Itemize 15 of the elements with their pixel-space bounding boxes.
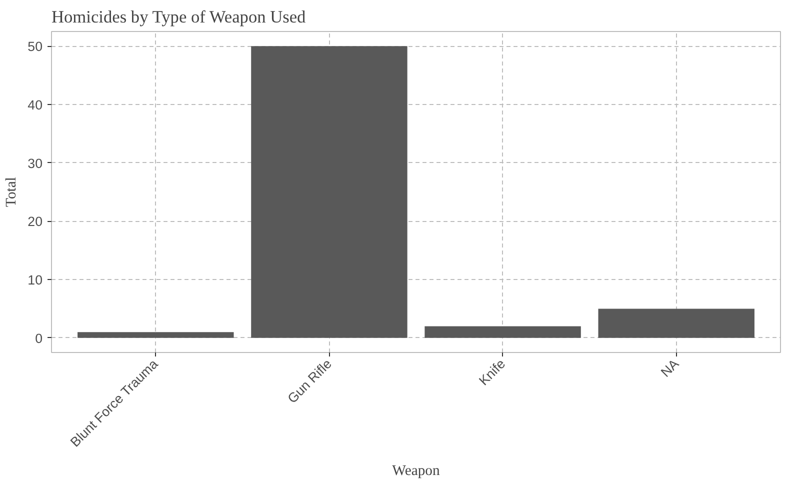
x-axis-title: Weapon — [392, 463, 440, 480]
y-tick-label: 30 — [28, 156, 43, 171]
y-tick-label: 40 — [28, 97, 43, 112]
bar — [424, 326, 581, 338]
bar — [251, 46, 408, 338]
bar — [78, 332, 234, 338]
chart-title: Homicides by Type of Weapon Used — [52, 8, 306, 26]
y-tick-label: 50 — [28, 39, 43, 54]
y-tick-label: 0 — [35, 330, 43, 346]
y-tick-label: 10 — [28, 272, 43, 288]
y-tick-label: 20 — [28, 214, 43, 230]
x-tick-label: NA — [658, 356, 682, 380]
x-tick-label: Gun Rifle — [284, 356, 335, 406]
bar — [598, 308, 754, 338]
y-axis-title: Total — [4, 177, 20, 207]
